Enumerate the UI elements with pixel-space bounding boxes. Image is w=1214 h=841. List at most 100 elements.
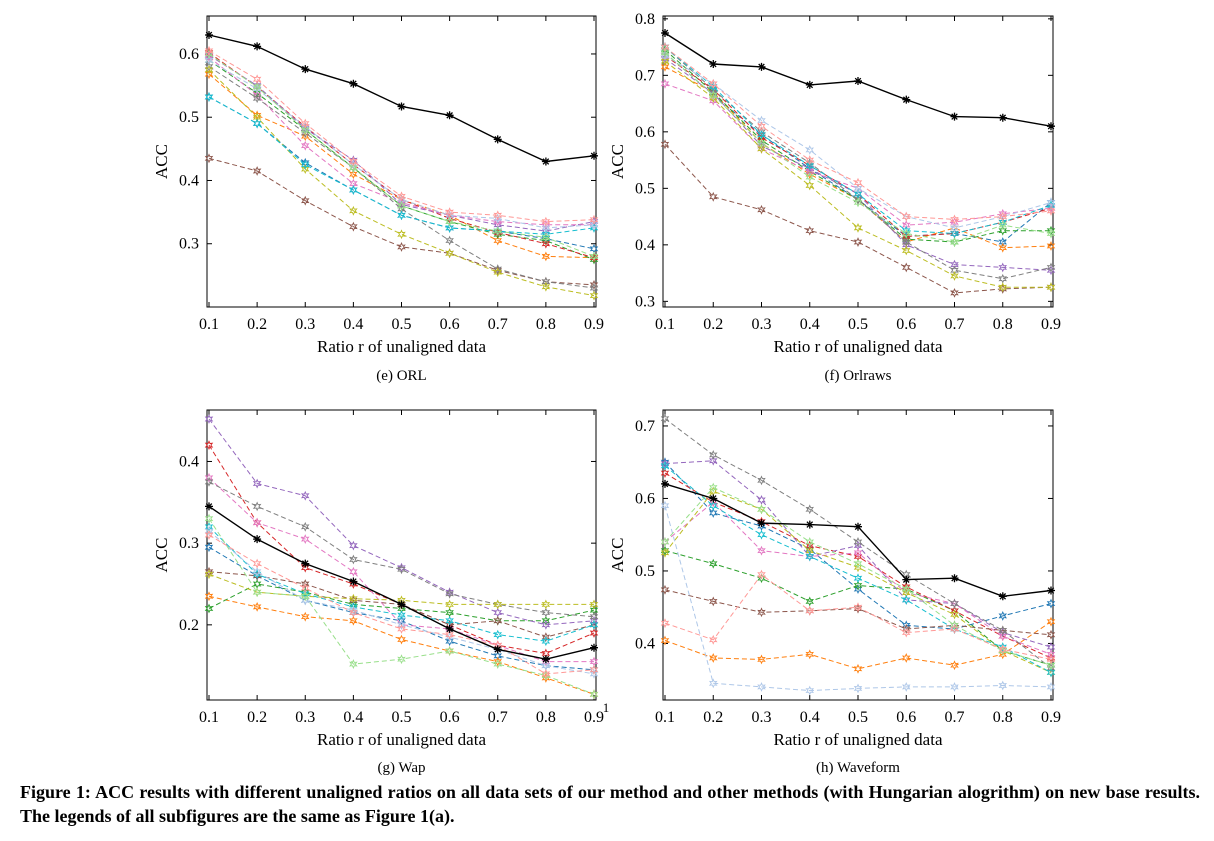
series-line <box>664 60 1051 288</box>
data-point <box>541 216 551 227</box>
data-point <box>204 591 214 602</box>
series-line <box>208 69 595 297</box>
x-axis-label: Ratio r of unaligned data <box>317 337 486 356</box>
data-point <box>493 607 503 618</box>
series-8 <box>204 61 599 293</box>
data-point <box>757 519 766 528</box>
data-point <box>204 542 214 553</box>
data-point <box>805 157 815 168</box>
x-axis-label: Ratio r of unaligned data <box>773 337 942 356</box>
x-tick-label: 0.4 <box>343 316 363 333</box>
y-tick-label: 0.5 <box>635 563 655 580</box>
data-point <box>901 584 911 594</box>
x-tick-label: 0.7 <box>488 709 508 726</box>
data-point <box>493 615 503 626</box>
series-0 <box>661 479 1055 601</box>
x-tick-label: 0.3 <box>752 709 772 726</box>
x-tick-label: 0.3 <box>295 316 315 333</box>
data-point <box>1046 262 1056 273</box>
data-point <box>757 121 766 132</box>
x-tick-label: 0.5 <box>848 316 868 333</box>
data-point <box>1046 282 1056 293</box>
data-point <box>998 625 1008 636</box>
data-point <box>301 559 310 568</box>
data-point <box>950 214 959 225</box>
data-point <box>805 685 815 696</box>
data-point <box>901 239 911 250</box>
data-point <box>757 607 766 618</box>
x-tick-label: 0.7 <box>945 709 965 726</box>
data-point <box>493 210 503 221</box>
x-tick-label: 0.8 <box>993 316 1013 333</box>
x-tick-label: 0.8 <box>536 316 556 333</box>
data-point <box>998 113 1007 122</box>
data-point <box>853 580 863 591</box>
y-axis-label: ACC <box>608 538 627 573</box>
data-point <box>300 157 310 168</box>
subfigure-caption: (g) Wap <box>377 760 425 776</box>
chart-panel-1: 0.1 0.2 0.3 0.4 0.5 0.6 0.7 0.8 0.9 0.3 0.4 0.5 0.6 0… <box>608 11 1061 384</box>
y-tick-label: 0.4 <box>635 635 655 652</box>
data-point <box>660 78 670 89</box>
data-point <box>589 251 599 262</box>
y-tick-label: 0.4 <box>179 453 199 470</box>
series-0 <box>205 502 598 664</box>
series-3 <box>204 55 599 265</box>
x-axis-label: Ratio r of unaligned data <box>773 730 942 749</box>
series-line <box>664 55 1052 229</box>
series-8 <box>204 476 599 622</box>
y-tick-label: 0.3 <box>179 535 199 552</box>
data-point <box>902 95 911 104</box>
data-point <box>901 211 911 222</box>
data-point <box>853 194 863 205</box>
data-point <box>252 579 262 589</box>
series-line <box>208 50 595 223</box>
x-tick-label: 0.9 <box>1041 709 1061 726</box>
chart-panel-0: 0.1 0.2 0.3 0.4 0.5 0.6 0.7 0.8 0.9 0.3 0.4 0.5 0.6 R… <box>152 15 604 384</box>
x-tick-label: 0.6 <box>440 316 460 333</box>
data-point <box>301 65 310 74</box>
data-point <box>757 62 766 71</box>
data-point <box>901 627 911 638</box>
chart-panel-2: 0.1 0.2 0.3 0.4 0.5 0.6 0.7 0.8 0.91 0.2 0.3 0.4 Rat… <box>152 409 609 776</box>
data-point <box>757 141 766 151</box>
data-point <box>1046 241 1056 251</box>
data-point <box>950 574 959 583</box>
data-point <box>901 653 911 663</box>
x-tick-label: 0.6 <box>896 709 916 726</box>
data-point <box>349 566 358 577</box>
data-point <box>950 660 959 671</box>
y-tick-label: 0.7 <box>635 418 655 435</box>
series-line <box>208 573 594 605</box>
series-6 <box>204 153 599 290</box>
data-point <box>757 529 766 540</box>
data-point <box>708 78 718 89</box>
data-point <box>708 508 718 518</box>
series-line <box>664 550 1052 666</box>
x-tick-label: 0.8 <box>536 709 556 726</box>
data-point <box>950 605 959 616</box>
data-point <box>397 634 406 645</box>
x-tick-label: 0.5 <box>848 709 868 726</box>
data-point <box>998 217 1008 228</box>
data-point <box>300 195 310 206</box>
data-point <box>998 237 1008 247</box>
data-point <box>300 534 310 544</box>
plot-frame <box>662 15 1054 308</box>
data-point <box>445 646 454 656</box>
series-0 <box>661 29 1055 131</box>
data-point <box>660 458 670 469</box>
data-point <box>300 611 310 622</box>
data-point <box>660 47 670 58</box>
data-point <box>708 95 718 106</box>
data-point <box>998 644 1008 655</box>
y-tick-label: 0.3 <box>635 293 655 310</box>
data-point <box>445 624 454 633</box>
data-point <box>541 223 551 233</box>
data-point <box>589 664 599 675</box>
x-tick-label: 0.6 <box>440 709 460 726</box>
data-point <box>493 629 503 640</box>
data-point <box>541 281 551 292</box>
y-tick-label: 0.6 <box>635 490 655 507</box>
data-point <box>204 603 214 614</box>
